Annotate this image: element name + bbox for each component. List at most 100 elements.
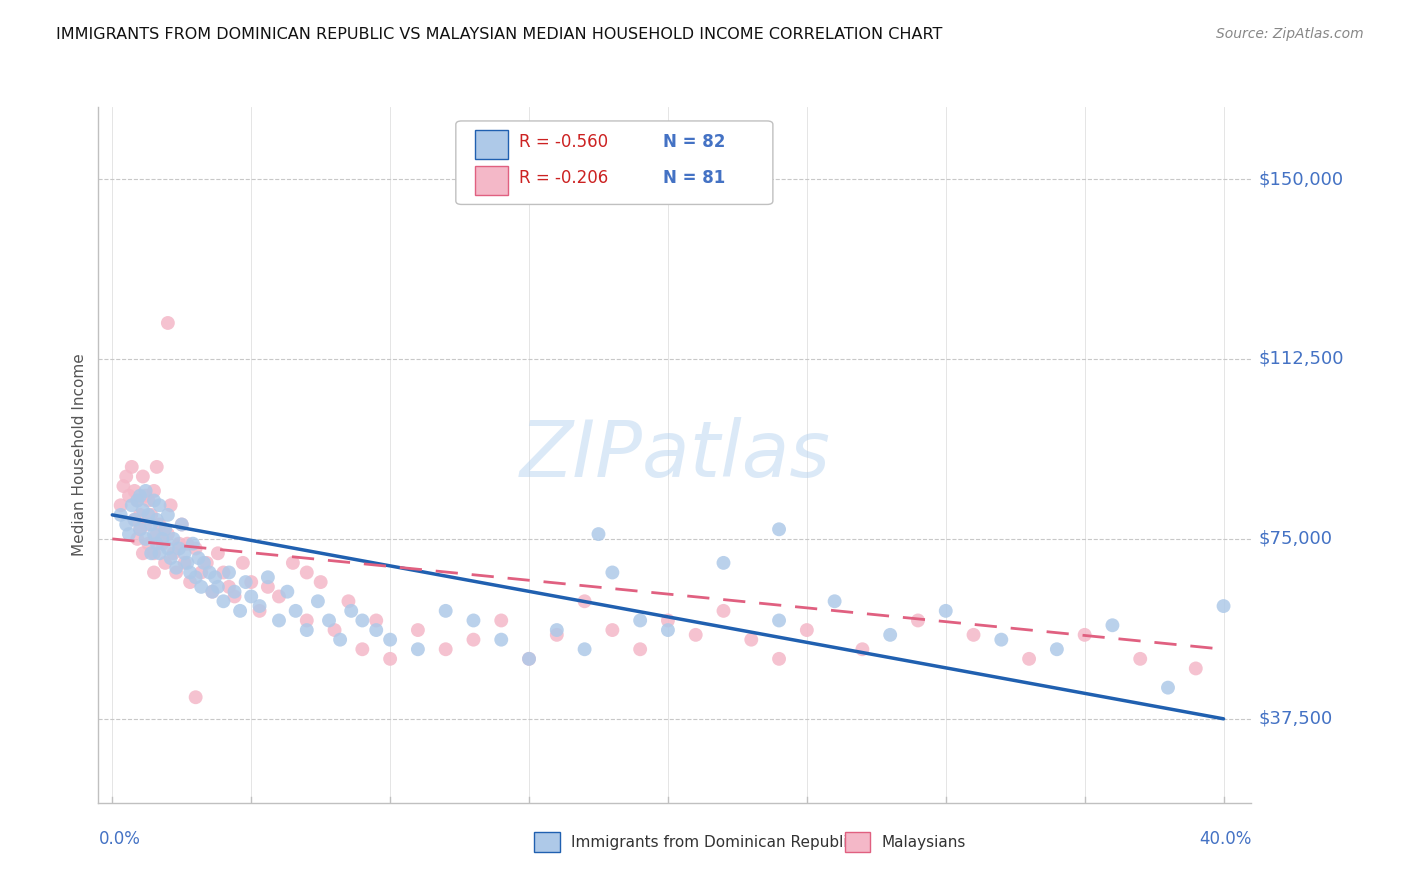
Point [110, 498, 132, 512]
Point [240, 575, 263, 590]
Point [249, 604, 271, 618]
Point [118, 527, 141, 541]
Point [165, 566, 187, 580]
Text: $150,000: $150,000 [1258, 170, 1344, 188]
Point [118, 489, 141, 503]
Point [323, 623, 346, 637]
Point [713, 556, 735, 570]
Point [127, 493, 149, 508]
Point [1046, 642, 1069, 657]
Point [1129, 652, 1152, 666]
Point [295, 623, 318, 637]
Point [463, 632, 485, 647]
Point [491, 614, 513, 628]
Point [295, 614, 318, 628]
Point [257, 580, 280, 594]
Text: 0.0%: 0.0% [98, 830, 141, 847]
Point [713, 604, 735, 618]
Point [143, 493, 166, 508]
Point [201, 584, 224, 599]
Point [150, 537, 173, 551]
Point [148, 498, 170, 512]
Point [132, 469, 155, 483]
Point [352, 614, 374, 628]
Point [112, 479, 135, 493]
Point [628, 642, 651, 657]
Point [121, 498, 143, 512]
Point [124, 483, 146, 498]
Point [657, 623, 679, 637]
Point [267, 590, 290, 604]
Point [337, 594, 360, 608]
Point [115, 469, 138, 483]
Point [851, 642, 873, 657]
Point [170, 517, 193, 532]
Point [138, 508, 160, 522]
Point [224, 590, 246, 604]
Point [574, 642, 596, 657]
Point [176, 537, 198, 551]
Point [307, 594, 329, 608]
Point [135, 532, 157, 546]
Point [309, 575, 332, 590]
Point [156, 527, 179, 541]
Point [685, 628, 707, 642]
Point [207, 580, 229, 594]
Point [153, 556, 176, 570]
Point [143, 546, 166, 560]
Point [491, 632, 513, 647]
Point [129, 522, 152, 536]
Point [179, 566, 201, 580]
Point [546, 623, 568, 637]
Point [796, 623, 818, 637]
Point [212, 566, 235, 580]
Point [235, 575, 257, 590]
Point [201, 584, 224, 599]
Point [138, 537, 160, 551]
Point [141, 508, 163, 522]
Point [378, 632, 401, 647]
Point [143, 483, 166, 498]
Point [156, 541, 179, 556]
Point [135, 517, 157, 532]
Point [167, 541, 190, 556]
Point [207, 546, 229, 560]
Point [190, 566, 212, 580]
Point [173, 546, 195, 560]
Point [907, 614, 929, 628]
Point [127, 532, 149, 546]
Text: $75,000: $75,000 [1258, 530, 1333, 548]
Point [110, 508, 132, 522]
Point [195, 556, 218, 570]
Point [150, 532, 173, 546]
Point [378, 652, 401, 666]
Point [198, 566, 221, 580]
Point [176, 556, 198, 570]
Point [1018, 652, 1040, 666]
Point [249, 599, 271, 613]
Point [1073, 628, 1095, 642]
Point [129, 489, 152, 503]
Point [546, 628, 568, 642]
Point [124, 513, 146, 527]
Point [517, 652, 540, 666]
Point [143, 527, 166, 541]
Text: R = -0.560: R = -0.560 [519, 133, 609, 151]
Point [463, 614, 485, 628]
Point [162, 532, 184, 546]
Point [204, 570, 226, 584]
Point [366, 614, 388, 628]
Point [768, 522, 790, 536]
Point [148, 546, 170, 560]
Point [138, 493, 160, 508]
Point [159, 498, 181, 512]
Point [224, 584, 246, 599]
Point [159, 551, 181, 566]
FancyBboxPatch shape [456, 121, 773, 204]
Point [132, 503, 155, 517]
Point [167, 537, 190, 551]
Bar [475, 166, 508, 194]
Point [602, 566, 624, 580]
Point [366, 623, 388, 637]
Point [153, 522, 176, 536]
